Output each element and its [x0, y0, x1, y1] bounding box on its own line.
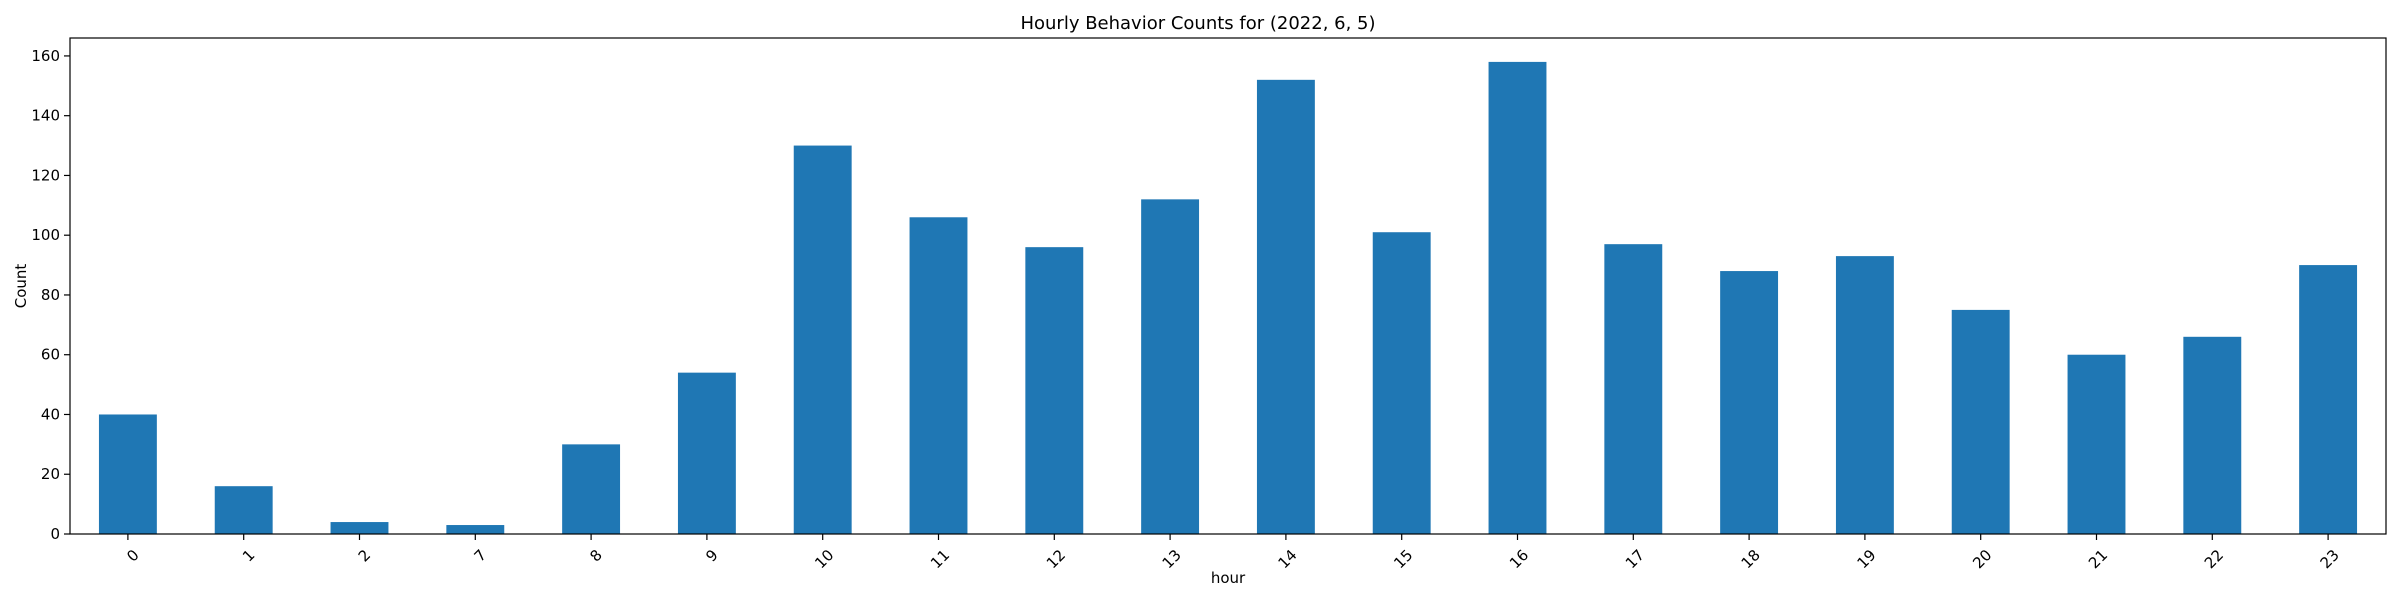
- bar-hour-23: [2299, 265, 2358, 534]
- bar-hour-19: [1835, 256, 1894, 534]
- x-tick-label: 16: [1506, 546, 1532, 572]
- bar-hour-15: [1372, 232, 1431, 534]
- x-tick-label: 0: [123, 546, 142, 565]
- plot-frame: [69, 37, 2387, 535]
- x-axis-ticks: 0 1 2 7 8 9 10 11 12 13 14 15 16 17 18 19 20 21 22 23: [123, 534, 2343, 572]
- x-tick-label: 18: [1738, 546, 1764, 572]
- bar-hour-21: [2067, 354, 2126, 534]
- bar-hour-10: [793, 145, 852, 534]
- x-tick-label: 10: [811, 546, 837, 572]
- bar-hour-9: [677, 372, 736, 534]
- y-tick-label: 0: [50, 525, 60, 543]
- x-axis-label: hour: [1211, 569, 1246, 587]
- bars: [98, 61, 2358, 535]
- bar-hour-22: [2183, 336, 2242, 534]
- x-tick-label: 7: [471, 546, 490, 565]
- y-axis-label: Count: [12, 264, 30, 309]
- x-tick-label: 2: [355, 546, 374, 565]
- bar-hour-11: [909, 217, 968, 534]
- bar-hour-18: [1720, 271, 1779, 534]
- x-tick-label: 8: [586, 546, 605, 565]
- y-tick-label: 160: [31, 47, 60, 65]
- x-tick-label: 11: [927, 546, 953, 572]
- x-tick-label: 21: [2085, 546, 2111, 572]
- bar-hour-1: [214, 486, 273, 534]
- y-axis-ticks: 0 20 40 60 80 100 120 140 160: [31, 47, 70, 543]
- x-tick-label: 9: [702, 546, 721, 565]
- bar-hour-13: [1141, 199, 1200, 534]
- y-tick-label: 120: [31, 166, 60, 184]
- y-tick-label: 80: [41, 286, 60, 304]
- bar-hour-16: [1488, 61, 1547, 535]
- bar-hour-20: [1951, 309, 2010, 534]
- chart-title: Hourly Behavior Counts for (2022, 6, 5): [1020, 13, 1375, 34]
- bar-hour-0: [98, 414, 157, 534]
- bar-hour-12: [1025, 247, 1084, 534]
- bar-hour-2: [330, 522, 389, 534]
- bar-hour-17: [1604, 244, 1663, 535]
- x-tick-label: 15: [1390, 546, 1416, 572]
- x-tick-label: 22: [2201, 546, 2227, 572]
- x-tick-label: 23: [2317, 546, 2343, 572]
- x-tick-label: 13: [1159, 546, 1185, 572]
- x-tick-label: 17: [1622, 546, 1648, 572]
- y-tick-label: 140: [31, 107, 60, 125]
- y-tick-label: 60: [41, 346, 60, 364]
- y-tick-label: 100: [31, 226, 60, 244]
- x-tick-label: 19: [1853, 546, 1879, 572]
- x-tick-label: 14: [1274, 546, 1300, 572]
- x-tick-label: 1: [239, 546, 258, 565]
- y-tick-label: 20: [41, 465, 60, 483]
- x-tick-label: 20: [1969, 546, 1995, 572]
- bar-hour-14: [1256, 79, 1315, 534]
- bar-hour-7: [446, 525, 505, 534]
- y-tick-label: 40: [41, 405, 60, 423]
- bar-hour-8: [562, 444, 621, 534]
- x-tick-label: 12: [1043, 546, 1069, 572]
